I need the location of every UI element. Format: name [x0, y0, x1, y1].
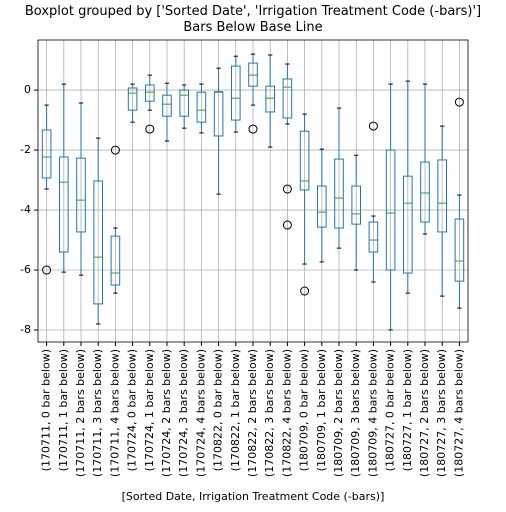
box	[110, 235, 121, 286]
x-axis-label: [Sorted Date, Irrigation Treatment Code …	[122, 490, 385, 503]
box	[93, 180, 104, 305]
box	[179, 89, 189, 117]
y-tick-label: -6	[20, 263, 31, 276]
outlier	[454, 97, 464, 107]
x-tick-label: (170711, 1 bar below)	[57, 349, 70, 471]
x-tick-label: (170711, 4 bars below)	[108, 349, 121, 477]
x-tick-label: (170822, 0 bar below)	[212, 349, 225, 471]
x-tick-label: (180709, 1 bar below)	[315, 349, 328, 471]
y-tick-label: -8	[20, 323, 31, 336]
outlier	[368, 121, 378, 131]
box	[213, 91, 224, 137]
box	[454, 218, 465, 282]
x-tick-label: (170822, 3 bars below)	[263, 349, 276, 477]
outlier	[282, 184, 292, 194]
x-tick-label: (170822, 2 bars below)	[246, 349, 259, 477]
x-tick-label: (170711, 0 bar below)	[40, 349, 53, 471]
box	[437, 159, 447, 233]
outlier	[110, 145, 120, 155]
x-tick-label: (180709, 4 bars below)	[366, 349, 379, 477]
x-tick-label: (170711, 3 bars below)	[91, 349, 104, 477]
x-tick-label: (170724, 4 bars below)	[194, 349, 207, 477]
box	[282, 78, 293, 119]
box	[265, 85, 275, 113]
x-tick-label: (170822, 4 bars below)	[280, 349, 293, 477]
box	[162, 94, 172, 117]
plot-frame	[37, 39, 469, 343]
chart-subtitle: Bars Below Base Line	[183, 20, 322, 35]
x-tick-label: (170711, 2 bars below)	[74, 349, 87, 477]
outlier	[145, 124, 155, 134]
box	[317, 185, 327, 228]
box	[127, 87, 138, 111]
x-tick-label: (180727, 3 bars below)	[435, 349, 448, 477]
x-tick-label: (170724, 3 bars below)	[177, 349, 190, 477]
box	[41, 129, 52, 179]
y-tick-label: -4	[20, 203, 31, 216]
box	[334, 158, 344, 229]
x-tick-label: (180727, 1 bar below)	[401, 349, 414, 471]
box	[196, 91, 207, 123]
box	[76, 157, 86, 233]
x-tick-label: (180709, 0 bar below)	[298, 349, 311, 471]
box	[351, 185, 361, 225]
box	[368, 221, 379, 253]
x-tick-label: (180727, 2 bars below)	[418, 349, 431, 477]
y-tick-label: 0	[24, 83, 31, 96]
box	[59, 156, 69, 253]
box	[231, 65, 241, 121]
y-tick-label: -2	[20, 143, 31, 156]
x-tick-label: (180709, 3 bars below)	[349, 349, 362, 477]
outlier	[300, 286, 310, 296]
outlier	[248, 124, 258, 134]
outlier	[282, 220, 292, 230]
box	[299, 130, 310, 191]
x-tick-label: (180727, 0 bar below)	[384, 349, 397, 471]
x-tick-label: (170724, 0 bar below)	[126, 349, 139, 471]
outlier	[42, 265, 52, 275]
x-tick-label: (180709, 2 bars below)	[332, 349, 345, 477]
box	[145, 84, 155, 102]
x-tick-label: (180727, 4 bars below)	[452, 349, 465, 477]
x-tick-label: (170724, 1 bar below)	[143, 349, 156, 471]
box	[385, 149, 396, 271]
x-tick-label: (170724, 2 bars below)	[160, 349, 173, 477]
box	[420, 161, 430, 223]
box	[403, 175, 413, 274]
x-tick-label: (170822, 1 bar below)	[229, 349, 242, 471]
chart-title: Boxplot grouped by ['Sorted Date', 'Irri…	[25, 4, 481, 19]
